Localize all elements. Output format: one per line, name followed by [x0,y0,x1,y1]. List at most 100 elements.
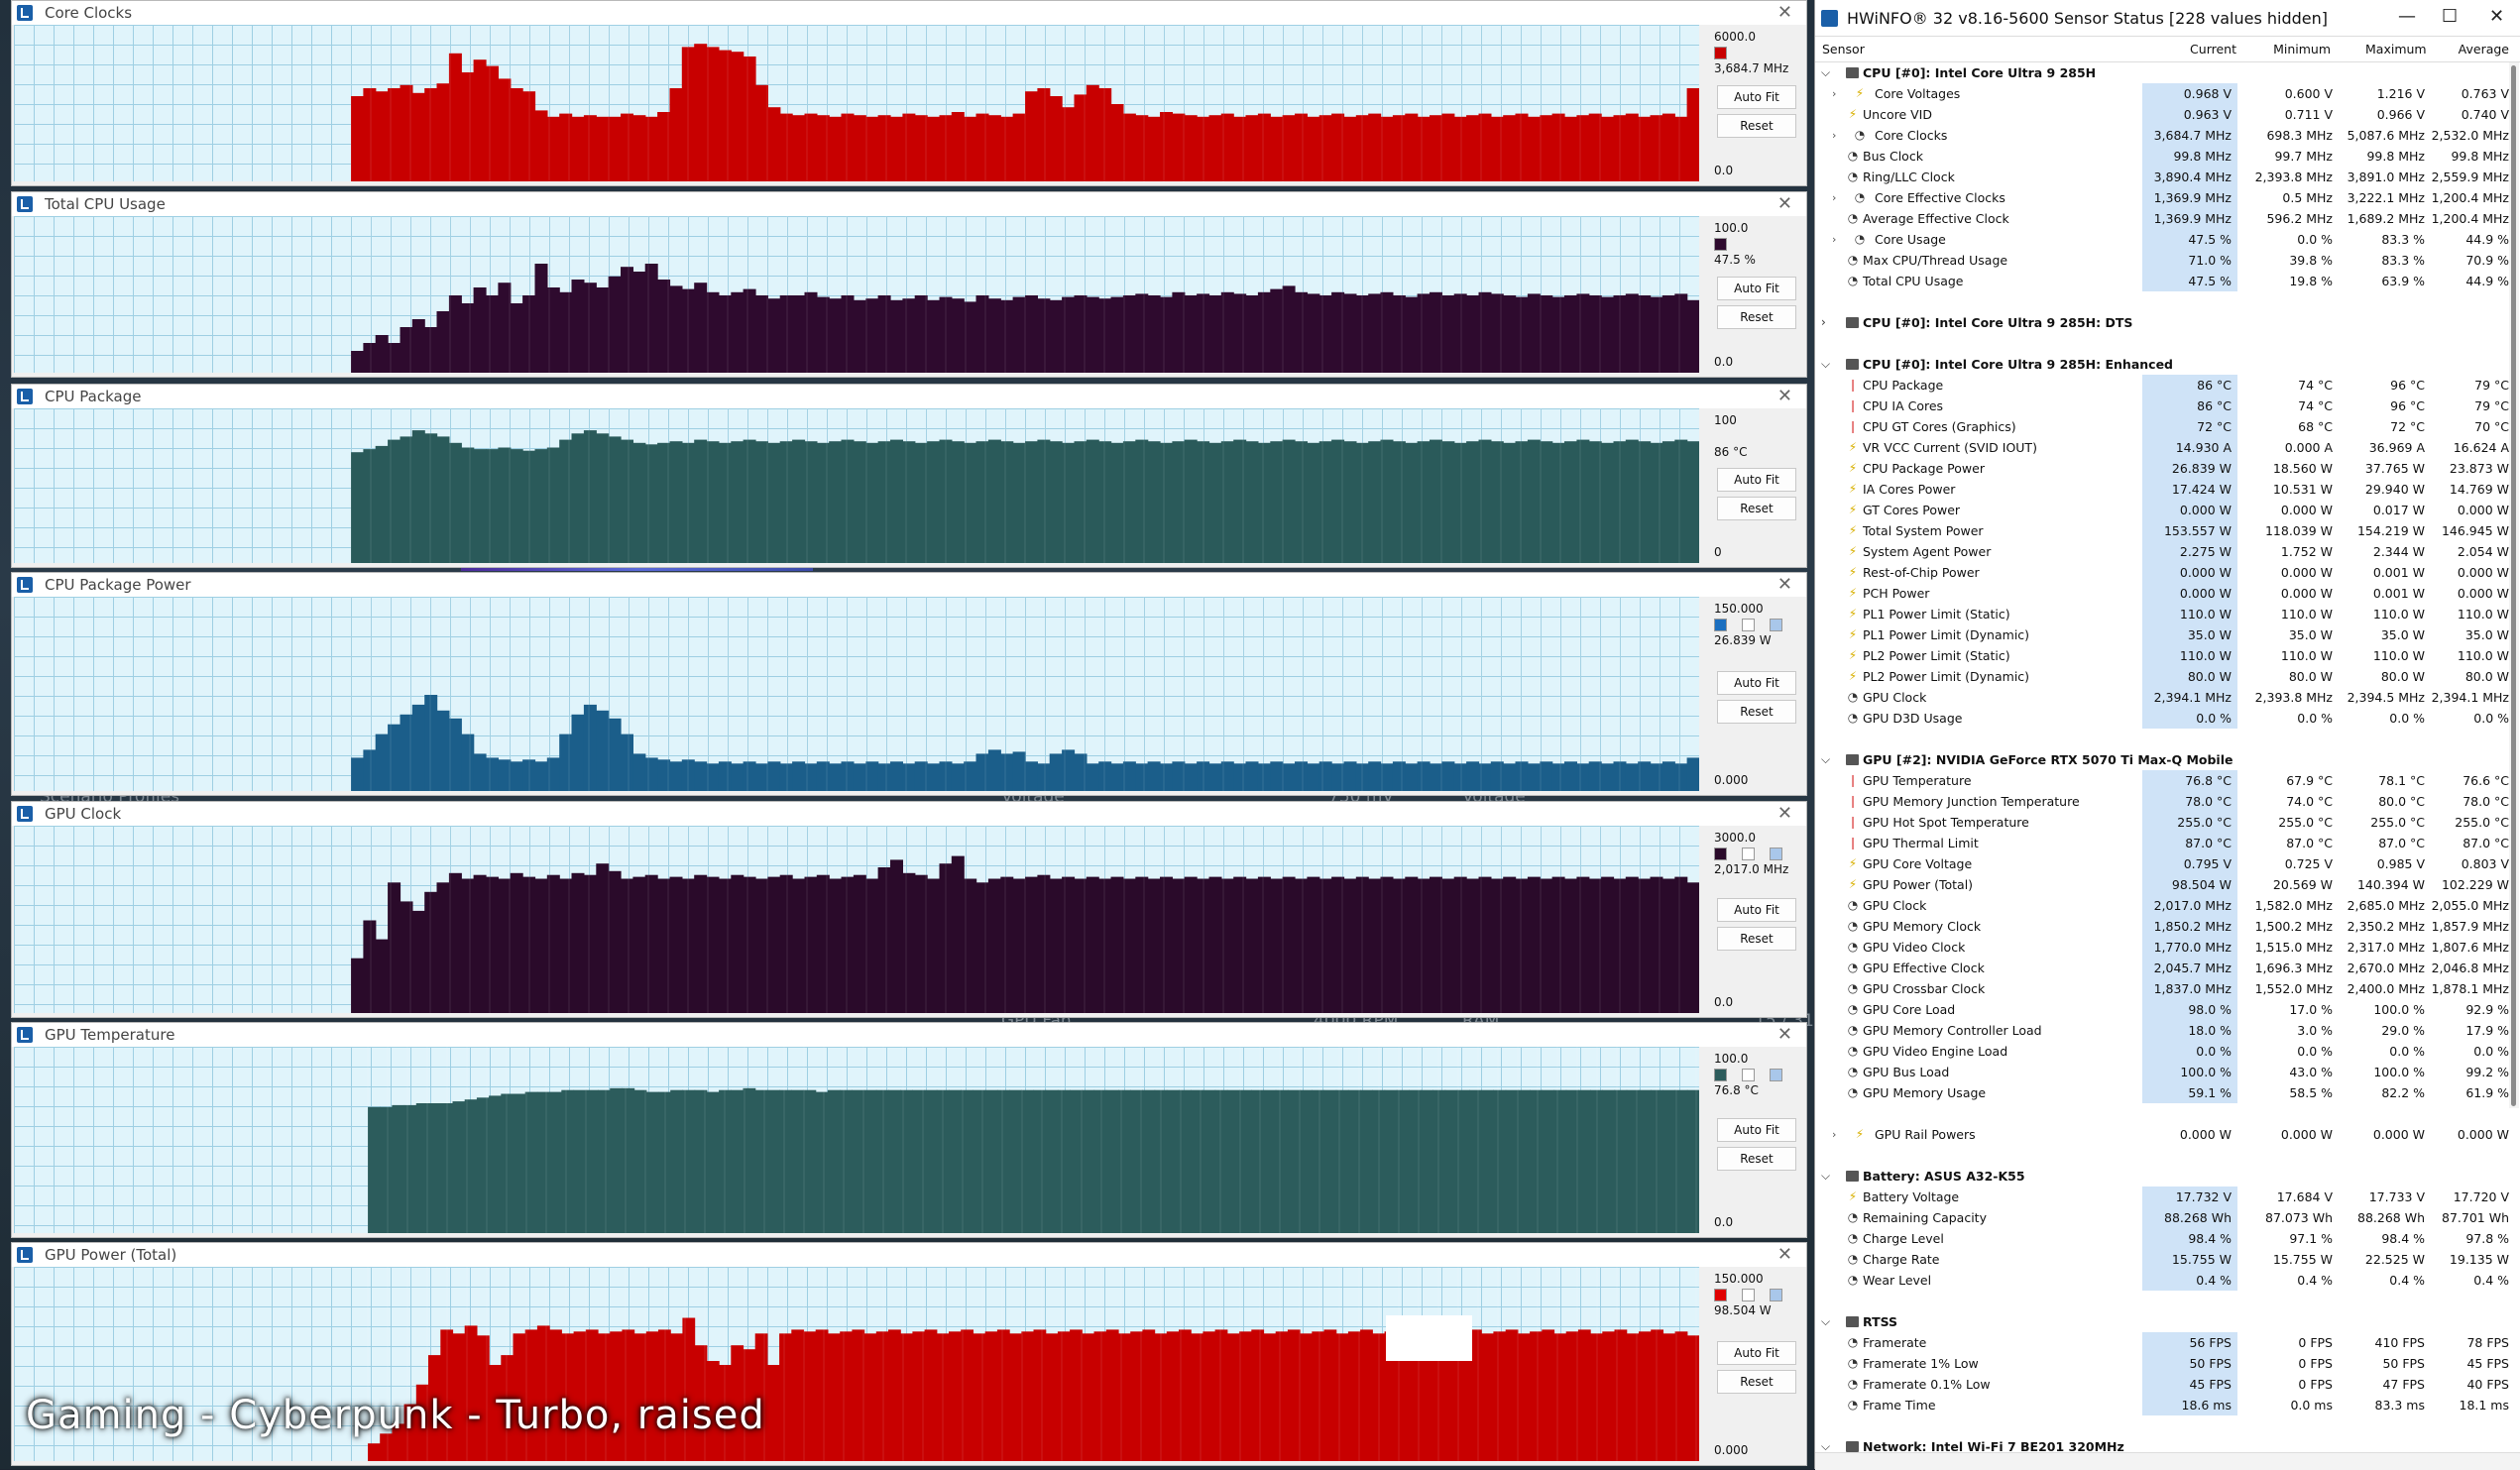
sensor-row[interactable]: ◔ Bus Clock 99.8 MHz 99.7 MHz 99.8 MHz 9… [1815,146,2509,167]
sensor-row[interactable]: ❘ GPU Memory Junction Temperature 78.0 °… [1815,791,2509,812]
chevron-down-icon[interactable]: ⌵ [1821,1169,1831,1183]
sensor-row[interactable]: ◔ Charge Level 98.4 % 97.1 % 98.4 % 97.8… [1815,1228,2509,1249]
close-icon[interactable]: ✕ [1776,1024,1792,1045]
color-swatch[interactable] [1770,848,1782,860]
reset-button[interactable]: Reset [1717,114,1796,138]
sensor-row[interactable]: ◔ Frame Time 18.6 ms 0.0 ms 83.3 ms 18.1… [1815,1395,2509,1415]
sensor-row[interactable]: ⚡ PL2 Power Limit (Static) 110.0 W 110.0… [1815,645,2509,666]
chevron-down-icon[interactable]: ⌵ [1821,357,1831,371]
sensor-row[interactable]: ⚡ CPU Package Power 26.839 W 18.560 W 37… [1815,458,2509,479]
sensor-row[interactable]: ◔ GPU Effective Clock 2,045.7 MHz 1,696.… [1815,958,2509,978]
auto-fit-button[interactable]: Auto Fit [1717,671,1796,695]
reset-button[interactable]: Reset [1717,1147,1796,1171]
close-icon[interactable]: ✕ [1776,1244,1792,1265]
color-swatch[interactable] [1714,1289,1727,1301]
sensor-group-row[interactable]: ⌵ CPU [#0]: Intel Core Ultra 9 285H: Enh… [1815,354,2509,375]
sensor-group-row[interactable]: ⌵ GPU [#2]: NVIDIA GeForce RTX 5070 Ti M… [1815,749,2509,770]
color-swatch[interactable] [1714,619,1727,631]
chevron-right-icon[interactable]: › [1821,315,1826,329]
sensor-row[interactable]: › ◔ Core Clocks 3,684.7 MHz 698.3 MHz 5,… [1815,125,2509,146]
chevron-right-icon[interactable]: › [1832,233,1837,246]
sensor-row[interactable]: ◔ GPU Clock 2,394.1 MHz 2,393.8 MHz 2,39… [1815,687,2509,708]
sensor-row[interactable]: ◔ Charge Rate 15.755 W 15.755 W 22.525 W… [1815,1249,2509,1270]
close-icon[interactable]: ✕ [1776,386,1792,406]
auto-fit-button[interactable]: Auto Fit [1717,277,1796,300]
sensor-row[interactable]: ◔ GPU Memory Controller Load 18.0 % 3.0 … [1815,1020,2509,1041]
sensor-group-row[interactable]: ⌵ CPU [#0]: Intel Core Ultra 9 285H [1815,62,2509,83]
sensor-group-row[interactable]: ⌵ Network: Intel Wi-Fi 7 BE201 320MHz [1815,1436,2509,1457]
sensor-row[interactable]: ◔ Average Effective Clock 1,369.9 MHz 59… [1815,208,2509,229]
sensor-row[interactable]: ⚡ Battery Voltage 17.732 V 17.684 V 17.7… [1815,1187,2509,1207]
sensor-row[interactable]: ⚡ GPU Core Voltage 0.795 V 0.725 V 0.985… [1815,853,2509,874]
close-icon[interactable]: ✕ [1776,2,1792,23]
sensor-row[interactable]: ⚡ GT Cores Power 0.000 W 0.000 W 0.017 W… [1815,500,2509,520]
sensor-row[interactable]: › ◔ Core Usage 47.5 % 0.0 % 83.3 % 44.9 … [1815,229,2509,250]
sensor-row[interactable]: ◔ Framerate 56 FPS 0 FPS 410 FPS 78 FPS [1815,1332,2509,1353]
sensor-row[interactable]: ◔ Framerate 1% Low 50 FPS 0 FPS 50 FPS 4… [1815,1353,2509,1374]
close-icon[interactable]: ✕ [1776,193,1792,214]
chevron-right-icon[interactable]: › [1832,191,1837,204]
reset-button[interactable]: Reset [1717,927,1796,951]
reset-button[interactable]: Reset [1717,1370,1796,1394]
color-swatch[interactable] [1770,1289,1782,1301]
close-button[interactable]: ✕ [2489,6,2505,27]
chevron-down-icon[interactable]: ⌵ [1821,65,1831,79]
color-swatch[interactable] [1742,848,1755,860]
sensor-group-row[interactable]: ⌵ RTSS [1815,1311,2509,1332]
color-swatch[interactable] [1770,619,1782,631]
sensor-row[interactable]: ◔ Total CPU Usage 47.5 % 19.8 % 63.9 % 4… [1815,271,2509,291]
sensor-row[interactable]: ⚡ Total System Power 153.557 W 118.039 W… [1815,520,2509,541]
chevron-right-icon[interactable]: › [1832,129,1837,142]
sensor-row[interactable]: ⚡ GPU Power (Total) 98.504 W 20.569 W 14… [1815,874,2509,895]
sensor-row[interactable]: ◔ GPU D3D Usage 0.0 % 0.0 % 0.0 % 0.0 % [1815,708,2509,729]
sensor-row[interactable]: ❘ CPU Package 86 °C 74 °C 96 °C 79 °C [1815,375,2509,396]
close-icon[interactable]: ✕ [1776,574,1792,595]
color-swatch[interactable] [1714,848,1727,860]
reset-button[interactable]: Reset [1717,497,1796,520]
auto-fit-button[interactable]: Auto Fit [1717,468,1796,492]
sensor-row[interactable]: ◔ GPU Crossbar Clock 1,837.0 MHz 1,552.0… [1815,978,2509,999]
column-average[interactable]: Average [2458,42,2509,57]
sensor-row[interactable]: ◔ Framerate 0.1% Low 45 FPS 0 FPS 47 FPS… [1815,1374,2509,1395]
color-swatch[interactable] [1714,1069,1727,1081]
sensor-group-row[interactable]: › CPU [#0]: Intel Core Ultra 9 285H: DTS [1815,312,2509,333]
chevron-down-icon[interactable]: ⌵ [1821,752,1831,766]
sensor-row[interactable]: ◔ GPU Clock 2,017.0 MHz 1,582.0 MHz 2,68… [1815,895,2509,916]
sensor-row[interactable]: ◔ GPU Bus Load 100.0 % 43.0 % 100.0 % 99… [1815,1062,2509,1082]
sensor-row[interactable]: ⚡ IA Cores Power 17.424 W 10.531 W 29.94… [1815,479,2509,500]
minimize-button[interactable]: — [2398,6,2416,27]
auto-fit-button[interactable]: Auto Fit [1717,1341,1796,1365]
sensor-row[interactable]: ◔ GPU Memory Clock 1,850.2 MHz 1,500.2 M… [1815,916,2509,937]
sensor-row[interactable]: ◔ Ring/LLC Clock 3,890.4 MHz 2,393.8 MHz… [1815,167,2509,187]
auto-fit-button[interactable]: Auto Fit [1717,898,1796,922]
sensor-row[interactable]: ⚡ System Agent Power 2.275 W 1.752 W 2.3… [1815,541,2509,562]
reset-button[interactable]: Reset [1717,700,1796,724]
sensor-row[interactable]: ◔ Remaining Capacity 88.268 Wh 87.073 Wh… [1815,1207,2509,1228]
color-swatch[interactable] [1742,1069,1755,1081]
sensor-row[interactable]: ❘ GPU Hot Spot Temperature 255.0 °C 255.… [1815,812,2509,833]
chevron-right-icon[interactable]: › [1832,1128,1837,1141]
sensor-row[interactable]: ⚡ PCH Power 0.000 W 0.000 W 0.001 W 0.00… [1815,583,2509,604]
sensor-row[interactable]: ❘ CPU GT Cores (Graphics) 72 °C 68 °C 72… [1815,416,2509,437]
close-icon[interactable]: ✕ [1776,803,1792,824]
color-swatch[interactable] [1742,619,1755,631]
column-current[interactable]: Current [2190,42,2236,57]
maximize-button[interactable]: ☐ [2442,6,2459,27]
chevron-down-icon[interactable]: ⌵ [1821,1314,1831,1328]
scrollbar-thumb[interactable] [2511,65,2516,1106]
color-swatch[interactable] [1714,47,1727,59]
sensor-row[interactable]: › ⚡ Core Voltages 0.968 V 0.600 V 1.216 … [1815,83,2509,104]
reset-button[interactable]: Reset [1717,305,1796,329]
sensor-row[interactable]: ◔ GPU Memory Usage 59.1 % 58.5 % 82.2 % … [1815,1082,2509,1103]
chevron-right-icon[interactable]: › [1832,87,1837,100]
sensor-row[interactable]: ⚡ PL1 Power Limit (Static) 110.0 W 110.0… [1815,604,2509,624]
auto-fit-button[interactable]: Auto Fit [1717,1118,1796,1142]
sensor-row[interactable]: ⚡ Rest-of-Chip Power 0.000 W 0.000 W 0.0… [1815,562,2509,583]
sensor-row[interactable]: ⚡ PL1 Power Limit (Dynamic) 35.0 W 35.0 … [1815,624,2509,645]
column-minimum[interactable]: Minimum [2273,42,2331,57]
sensor-row[interactable]: ❘ CPU IA Cores 86 °C 74 °C 96 °C 79 °C [1815,396,2509,416]
sensor-row[interactable]: ◔ Max CPU/Thread Usage 71.0 % 39.8 % 83.… [1815,250,2509,271]
sensor-row[interactable]: ◔ Wear Level 0.4 % 0.4 % 0.4 % 0.4 % [1815,1270,2509,1291]
color-swatch[interactable] [1770,1069,1782,1081]
column-maximum[interactable]: Maximum [2365,42,2427,57]
